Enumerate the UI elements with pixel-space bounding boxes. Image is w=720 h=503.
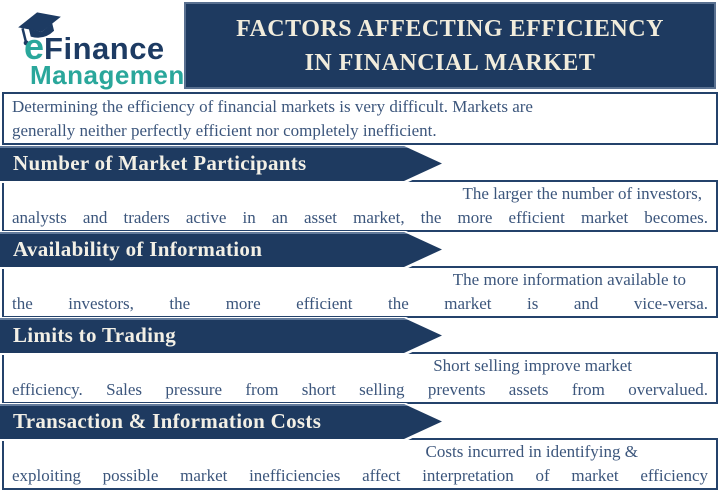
section-banner-availability-of-information: Availability of Information: [0, 232, 442, 267]
section-body-availability-of-information: The more information available to the in…: [2, 266, 718, 318]
section-heading: Limits to Trading: [13, 323, 177, 347]
section-heading: Availability of Information: [13, 237, 263, 261]
intro-box: Determining the efficiency of financial …: [2, 92, 718, 145]
body-text-line: exploiting possible market inefficiencie…: [12, 466, 708, 485]
section-body-limits-to-trading: Short selling improve market efficiency.…: [2, 352, 718, 404]
arrow-banner: Availability of Information: [0, 232, 442, 267]
graduation-cap-icon: [18, 12, 61, 46]
section-banner-number-of-market-participants: Number of Market Participants: [0, 146, 442, 181]
section-heading: Transaction & Information Costs: [13, 409, 322, 433]
body-text-line: Short selling improve market: [433, 356, 632, 375]
arrow-banner: Transaction & Information Costs: [0, 404, 442, 439]
section-heading: Number of Market Participants: [13, 151, 307, 175]
body-text-line: Costs incurred in identifying &: [425, 442, 638, 461]
body-text-line: the investors, the more efficient the ma…: [12, 294, 708, 313]
brand-letter-e: e: [24, 26, 45, 67]
page-title: FACTORS AFFECTING EFFICIENCY IN FINANCIA…: [184, 2, 716, 89]
title-line-2: IN FINANCIAL MARKET: [304, 49, 596, 76]
section-banner-limits-to-trading: Limits to Trading: [0, 318, 442, 353]
brand-name: eFinance: [24, 26, 165, 68]
body-text-line: analysts and traders active in an asset …: [12, 208, 708, 227]
section-body-number-of-market-participants: The larger the number of investors, anal…: [2, 180, 718, 232]
body-text-line: The larger the number of investors,: [462, 184, 702, 203]
intro-text-line: Determining the efficiency of financial …: [12, 97, 533, 116]
body-text-line: efficiency. Sales pressure from short se…: [12, 380, 708, 399]
intro-text-line: generally neither perfectly efficient no…: [12, 121, 437, 140]
section-banner-transaction-and-information-costs: Transaction & Information Costs: [0, 404, 442, 439]
brand-management-text: Management: [30, 60, 194, 90]
arrow-banner: Number of Market Participants: [0, 146, 442, 181]
arrow-banner: Limits to Trading: [0, 318, 442, 353]
body-text-line: The more information available to: [452, 270, 686, 289]
section-body-transaction-and-information-costs: Costs incurred in identifying & exploiti…: [2, 438, 718, 490]
title-line-1: FACTORS AFFECTING EFFICIENCY: [236, 15, 664, 42]
brand-logo: eFinance Management: [6, 4, 193, 90]
brand-finance-text: Finance: [44, 31, 165, 66]
